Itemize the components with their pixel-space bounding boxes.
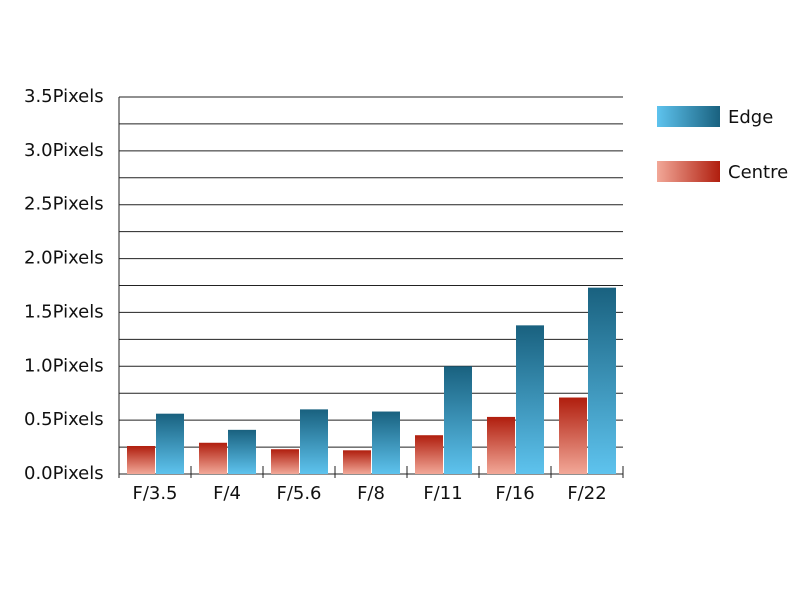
bar — [487, 416, 515, 474]
x-tick-label: F/3.5 — [132, 483, 177, 504]
bar — [343, 450, 371, 474]
y-tick-label: 1.0Pixels — [24, 355, 104, 376]
bar — [588, 287, 616, 474]
legend-label: Centre — [728, 162, 788, 183]
x-tick-label: F/16 — [495, 483, 534, 504]
bar — [228, 429, 256, 474]
bar — [156, 413, 184, 474]
y-tick-label: 1.5Pixels — [24, 301, 104, 322]
x-tick-label: F/22 — [567, 483, 606, 504]
y-tick-label: 3.0Pixels — [24, 140, 104, 161]
y-tick-label: 0.0Pixels — [24, 463, 104, 484]
bar — [127, 445, 155, 474]
y-tick-label: 3.5Pixels — [24, 86, 104, 107]
legend-swatch — [657, 161, 720, 182]
x-tick-label: F/8 — [357, 483, 385, 504]
legend-swatch — [657, 106, 720, 127]
bar — [300, 409, 328, 474]
x-tick-label: F/4 — [213, 483, 241, 504]
x-tick-label: F/11 — [423, 483, 462, 504]
bar — [516, 325, 544, 474]
legend-label: Edge — [728, 107, 773, 128]
y-tick-label: 0.5Pixels — [24, 409, 104, 430]
y-tick-label: 2.0Pixels — [24, 248, 104, 269]
bar — [444, 366, 472, 474]
bar — [199, 442, 227, 474]
bar — [372, 411, 400, 474]
x-tick-label: F/5.6 — [276, 483, 321, 504]
bar — [559, 397, 587, 474]
bar — [271, 449, 299, 474]
y-tick-label: 2.5Pixels — [24, 194, 104, 215]
bar — [415, 435, 443, 474]
